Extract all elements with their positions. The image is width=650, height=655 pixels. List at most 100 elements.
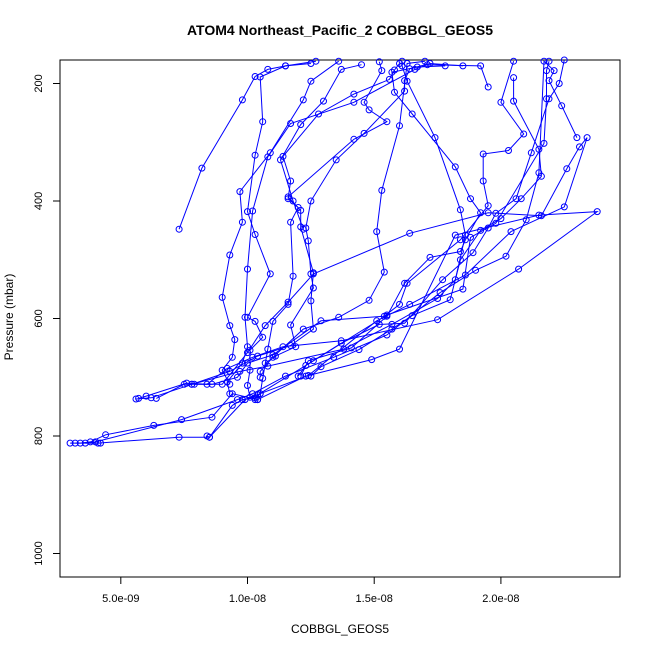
data-point	[292, 343, 300, 351]
data-point	[175, 225, 183, 233]
data-point	[576, 143, 583, 151]
data-point	[560, 56, 568, 64]
data-point	[71, 439, 79, 447]
data-point	[251, 151, 259, 159]
data-point	[388, 68, 396, 76]
y-tick-label: 400	[33, 192, 45, 210]
data-point	[350, 135, 358, 143]
data-point	[563, 165, 571, 173]
data-point	[152, 394, 160, 402]
data-point	[238, 218, 246, 226]
data-point	[271, 352, 279, 360]
data-point	[269, 317, 277, 325]
data-point	[378, 67, 386, 75]
data-point	[583, 134, 591, 142]
series-line	[297, 59, 565, 377]
data-point	[309, 284, 317, 292]
data-point	[284, 300, 292, 308]
data-point	[81, 439, 89, 447]
data-point	[228, 401, 236, 409]
data-point	[92, 438, 99, 446]
data-point	[236, 188, 244, 196]
data-point	[256, 367, 264, 375]
y-tick-label: 200	[33, 74, 45, 92]
data-point	[545, 57, 553, 65]
data-point	[309, 357, 317, 365]
data-point	[550, 67, 558, 75]
data-point	[226, 390, 234, 398]
data-point	[251, 73, 259, 80]
data-point	[307, 372, 315, 380]
data-point	[244, 208, 251, 216]
data-point	[375, 58, 383, 66]
data-point	[360, 98, 368, 106]
data-point	[97, 439, 104, 447]
data-point	[299, 225, 307, 233]
data-point	[537, 172, 545, 180]
data-point	[469, 249, 477, 257]
data-point	[537, 212, 545, 220]
data-point	[231, 336, 239, 344]
data-point	[254, 352, 262, 360]
data-point	[441, 62, 449, 70]
data-point	[477, 62, 485, 70]
series-17	[175, 60, 315, 233]
series-line	[310, 77, 542, 377]
data-point	[380, 268, 388, 276]
data-point	[451, 276, 459, 284]
data-point	[218, 293, 226, 301]
data-point	[226, 251, 234, 259]
series-line	[279, 64, 362, 230]
data-point	[512, 195, 520, 203]
data-point	[360, 129, 368, 137]
series-3	[81, 57, 581, 447]
data-point	[484, 83, 492, 91]
data-point	[497, 215, 505, 223]
data-point	[439, 276, 447, 284]
series-13	[261, 60, 467, 367]
data-point	[540, 139, 548, 147]
series-18	[277, 61, 365, 233]
data-point	[426, 253, 434, 261]
data-point	[383, 118, 391, 126]
data-point	[434, 316, 442, 324]
series-line	[70, 210, 599, 444]
data-point	[335, 313, 343, 321]
data-point	[251, 317, 259, 325]
data-point	[289, 272, 297, 280]
data-point	[287, 218, 295, 226]
data-point	[401, 87, 409, 95]
series-1	[66, 208, 601, 447]
data-point	[408, 110, 416, 118]
data-point	[304, 237, 312, 245]
series-line	[221, 60, 339, 385]
data-point	[451, 163, 459, 171]
data-point	[434, 295, 442, 302]
data-point	[102, 431, 110, 439]
data-point	[477, 209, 485, 217]
series-16	[307, 74, 545, 380]
data-point	[505, 147, 512, 154]
data-point	[251, 231, 259, 238]
data-point	[315, 110, 322, 118]
y-tick-label: 1000	[33, 541, 45, 565]
data-point	[132, 395, 140, 403]
data-point	[198, 164, 206, 172]
data-point	[373, 228, 381, 236]
y-axis: 200 400 600 800 1000	[33, 74, 61, 566]
data-point	[317, 363, 325, 371]
data-point	[251, 396, 259, 404]
data-point	[456, 256, 464, 264]
data-point	[178, 416, 186, 424]
series-line	[254, 63, 400, 400]
data-point	[233, 373, 241, 381]
data-point	[593, 208, 601, 216]
data-point	[261, 359, 269, 367]
series-15	[297, 62, 485, 380]
series-layer	[66, 56, 601, 447]
data-point	[264, 345, 272, 353]
y-tick-label: 600	[33, 309, 45, 327]
data-point	[238, 396, 246, 404]
